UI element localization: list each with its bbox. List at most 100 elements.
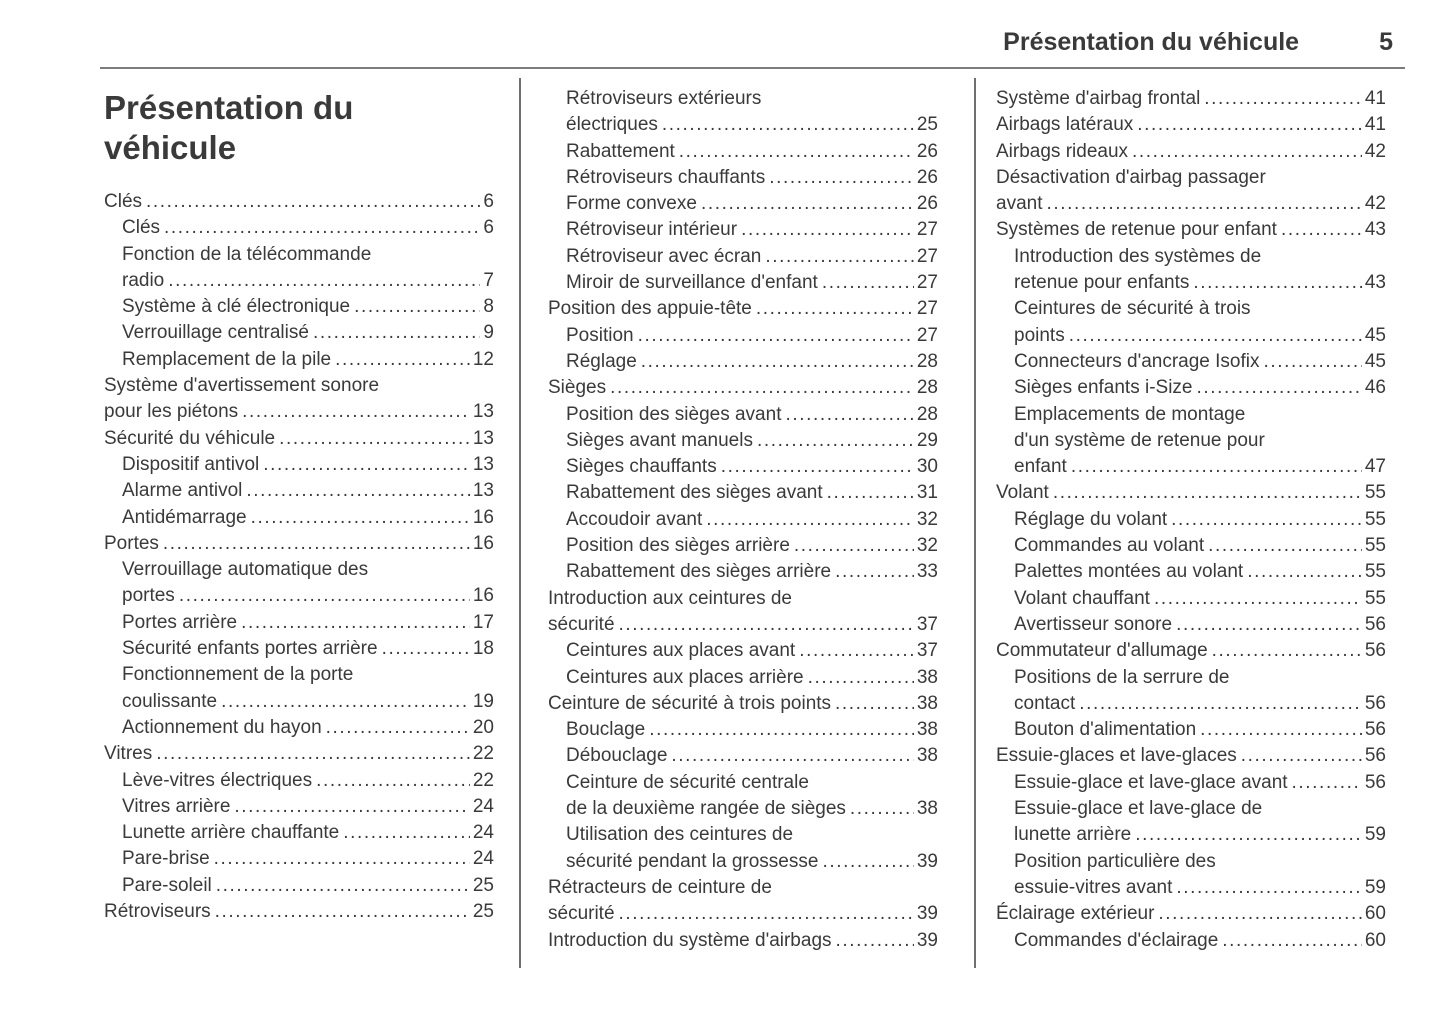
toc-entry-label: Position des appuie-tête [548,298,752,320]
toc-entry-label: Volant [996,482,1049,504]
toc-line: Volant 55 [996,480,1386,506]
toc-line: sécurité 39 [548,901,938,927]
toc-entry-label: Essuie-glace et lave-glace de [1014,798,1263,820]
toc-page-number: 13 [472,427,494,449]
toc-entry-label: Antidémarrage [122,506,247,528]
toc-entry-label: Ceinture de sécurité centrale [566,771,809,793]
toc-page-number: 33 [916,561,938,583]
toc-entry-label: Sécurité enfants portes arrière [122,638,378,660]
toc-line: Ceintures aux places arrière 38 [548,665,938,691]
toc-page-number: 13 [472,401,494,423]
toc-line: Actionnement du hayon 20 [104,715,494,741]
toc-line: Airbags rideaux 42 [996,139,1386,165]
column-divider-2 [974,78,976,968]
toc-list-1: Clés 6 Clés 6 Fonction de la télécommande rad… [104,189,494,925]
toc-line: Airbags latéraux 41 [996,112,1386,138]
toc-entry-label: Pare-soleil [122,874,212,896]
toc-page-number: 27 [916,219,938,241]
toc-line: retenue pour enfants 43 [996,270,1386,296]
toc-page-number: 25 [916,114,938,136]
toc-column-1: Présentation du véhicule Clés 6 Clés 6 Fonct… [104,88,494,925]
toc-entry-label: Sécurité du véhicule [104,427,276,449]
toc-page-number: 25 [472,874,494,896]
toc-entry-label: sécurité [548,903,615,925]
toc-line: d'un système de retenue pour [996,428,1386,454]
toc-entry-label: Rétroviseur avec écran [566,245,762,267]
toc-entry-label: Airbags rideaux [996,140,1129,162]
toc-line: Lunette arrière chauffante 24 [104,820,494,846]
toc-entry-label: Système à clé électronique [122,296,351,318]
toc-line: avant 42 [996,191,1386,217]
toc-entry-label: Ceinture de sécurité à trois points [548,692,832,714]
toc-page-number: 12 [472,348,494,370]
toc-entry-label: Positions de la serrure de [1014,666,1230,688]
toc-entry-label: Rabattement [566,140,675,162]
toc-entry-label: d'un système de retenue pour [1014,429,1265,451]
dot-leader [1053,480,1362,506]
toc-entry-label: Position des sièges arrière [566,535,790,557]
toc-page-number: 16 [472,506,494,528]
dot-leader [638,323,914,349]
toc-page-number: 43 [1364,272,1386,294]
dot-leader [354,294,480,320]
toc-line: Position particulière des [996,849,1386,875]
dot-leader [721,454,914,480]
toc-page-number: 18 [472,638,494,660]
dot-leader [1132,139,1362,165]
toc-entry-label: Pare-brise [122,848,210,870]
toc-line: Rétroviseurs extérieurs [548,86,938,112]
dot-leader [1069,323,1362,349]
toc-entry-label: de la deuxième rangée de sièges [566,798,846,820]
toc-line: Sièges enfants i-Size 46 [996,375,1386,401]
toc-page-number: 6 [483,191,494,212]
chapter-title: Présentation du véhicule [104,89,354,166]
toc-line: Pare-brise 24 [104,846,494,872]
toc-page-number: 31 [916,482,938,504]
toc-entry-label: Utilisation des ceintures de [566,824,794,846]
toc-page-number: 43 [1364,219,1386,241]
toc-entry-label: Systèmes de retenue pour enfant [996,219,1277,241]
toc-entry-label: Lunette arrière chauffante [122,822,340,844]
dot-leader [1200,717,1362,743]
toc-entry-label: retenue pour enfants [1014,272,1190,294]
toc-entry-label: lunette arrière [1014,824,1132,846]
toc-entry-label: Commandes au volant [1014,535,1205,557]
toc-entry-label: Rétroviseurs extérieurs [566,88,762,109]
toc-line: Volant chauffant 55 [996,586,1386,612]
toc-line: Commandes d'éclairage 60 [996,928,1386,954]
toc-entry-label: Introduction aux ceintures de [548,587,792,609]
dot-leader [1241,743,1362,769]
toc-line: Introduction du système d'airbags 39 [548,928,938,954]
dot-leader [1208,533,1362,559]
toc-line: points 45 [996,323,1386,349]
toc-line: Verrouillage centralisé 9 [104,320,494,346]
toc-line: Vitres arrière 24 [104,794,494,820]
toc-line: Dispositif antivol 13 [104,452,494,478]
dot-leader [1079,691,1362,717]
toc-entry-label: sécurité pendant la grossesse [566,850,819,872]
dot-leader [671,743,913,769]
toc-line: Emplacements de montage [996,402,1386,428]
toc-entry-label: Verrouillage automatique des [122,559,369,581]
toc-entry-label: Forme convexe [566,193,697,215]
toc-entry-label: Ceintures aux places arrière [566,666,804,688]
toc-page-number: 45 [1364,324,1386,346]
toc-entry-label: contact [1014,692,1076,714]
toc-entry-label: sécurité [548,613,615,635]
toc-page-number: 39 [916,929,938,951]
toc-line: portes 16 [104,583,494,609]
toc-entry-label: Airbags latéraux [996,114,1134,136]
toc-page-number: 13 [472,480,494,502]
toc-page-number: 29 [916,429,938,451]
dot-leader [610,375,914,401]
toc-page-number: 56 [1364,613,1386,635]
toc-page-number: 41 [1364,114,1386,136]
dot-leader [757,428,914,454]
toc-line: Utilisation des ceintures de [548,822,938,848]
dot-leader [1212,638,1362,664]
toc-page-number: 7 [483,269,494,291]
dot-leader [769,165,914,191]
toc-entry-label: Ceintures aux places avant [566,640,796,662]
dot-leader [808,665,914,691]
toc-page-number: 19 [472,690,494,712]
